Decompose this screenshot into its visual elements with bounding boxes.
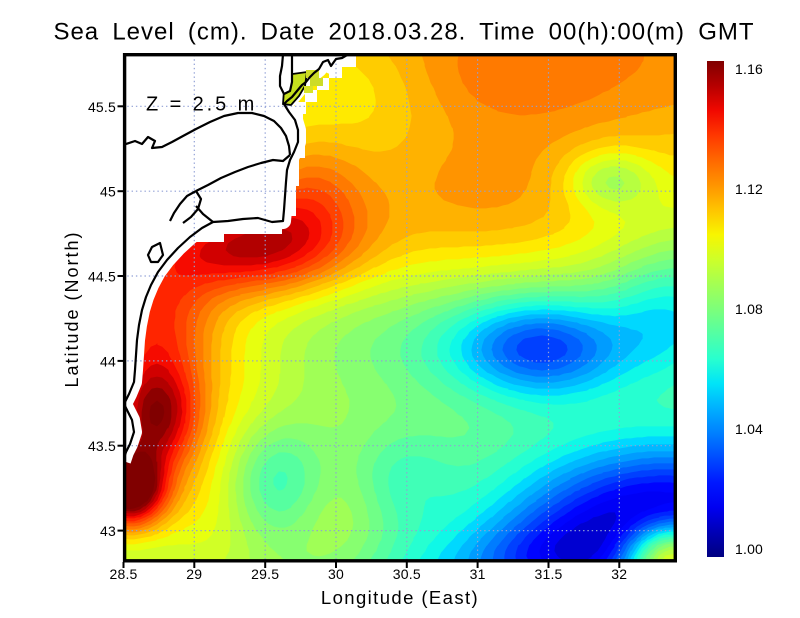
svg-text:Latitude (North): Latitude (North)	[62, 230, 82, 387]
svg-text:28.5: 28.5	[109, 566, 137, 582]
svg-text:Longitude (East): Longitude (East)	[321, 587, 479, 608]
svg-text:31: 31	[470, 566, 486, 582]
svg-text:1.16: 1.16	[735, 61, 763, 77]
svg-text:30.5: 30.5	[393, 566, 421, 582]
svg-text:1.04: 1.04	[735, 421, 763, 437]
svg-text:31.5: 31.5	[534, 566, 562, 582]
svg-text:44: 44	[100, 353, 116, 369]
svg-text:29.5: 29.5	[251, 566, 279, 582]
svg-text:45.5: 45.5	[88, 99, 116, 115]
svg-text:30: 30	[328, 566, 344, 582]
svg-text:Sea Level (cm). Date 2018.03.2: Sea Level (cm). Date 2018.03.28. Time 00…	[53, 19, 754, 46]
svg-text:1.08: 1.08	[735, 301, 763, 317]
svg-text:43: 43	[100, 523, 116, 539]
svg-text:44.5: 44.5	[88, 269, 116, 285]
svg-text:1.00: 1.00	[735, 541, 763, 557]
svg-text:45: 45	[100, 184, 116, 200]
svg-text:43.5: 43.5	[88, 438, 116, 454]
svg-text:32: 32	[611, 566, 627, 582]
svg-text:Z = 2.5 m: Z = 2.5 m	[146, 94, 257, 116]
svg-text:1.12: 1.12	[735, 181, 763, 197]
svg-text:29: 29	[186, 566, 202, 582]
